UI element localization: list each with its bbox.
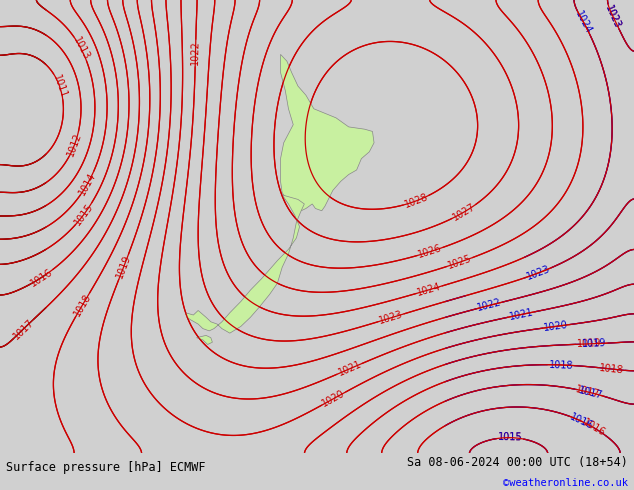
Text: 1016: 1016 bbox=[581, 417, 607, 439]
Text: 1018: 1018 bbox=[72, 292, 93, 318]
Text: 1017: 1017 bbox=[578, 385, 604, 400]
Text: 1021: 1021 bbox=[336, 359, 363, 378]
Text: 1023: 1023 bbox=[604, 3, 623, 30]
Text: 1017: 1017 bbox=[575, 384, 601, 400]
Text: 1015: 1015 bbox=[498, 433, 522, 443]
Text: 1022: 1022 bbox=[190, 41, 201, 66]
Text: 1023: 1023 bbox=[378, 310, 404, 326]
Text: 1027: 1027 bbox=[451, 201, 477, 222]
Text: 1014: 1014 bbox=[77, 171, 98, 196]
Text: 1023: 1023 bbox=[525, 264, 552, 282]
Text: 1018: 1018 bbox=[599, 363, 624, 375]
Text: 1021: 1021 bbox=[508, 307, 534, 322]
Polygon shape bbox=[281, 54, 374, 211]
Text: 1022: 1022 bbox=[476, 297, 503, 313]
Text: 1015: 1015 bbox=[73, 201, 96, 227]
Text: Sa 08-06-2024 00:00 UTC (18+54): Sa 08-06-2024 00:00 UTC (18+54) bbox=[407, 456, 628, 469]
Text: 1024: 1024 bbox=[416, 282, 443, 298]
Text: 1018: 1018 bbox=[548, 360, 573, 370]
Text: 1011: 1011 bbox=[51, 73, 68, 99]
Text: 1016: 1016 bbox=[569, 412, 595, 431]
Text: 1012: 1012 bbox=[66, 131, 84, 157]
Text: 1024: 1024 bbox=[574, 9, 594, 36]
Text: ©weatheronline.co.uk: ©weatheronline.co.uk bbox=[503, 478, 628, 488]
Text: 1015: 1015 bbox=[498, 433, 522, 443]
Polygon shape bbox=[186, 195, 304, 333]
Text: 1020: 1020 bbox=[543, 320, 569, 333]
Text: 1013: 1013 bbox=[71, 35, 91, 62]
Text: Surface pressure [hPa] ECMWF: Surface pressure [hPa] ECMWF bbox=[6, 461, 206, 474]
Text: 1026: 1026 bbox=[417, 243, 443, 260]
Polygon shape bbox=[197, 335, 212, 344]
Text: 1019: 1019 bbox=[582, 338, 607, 349]
Text: 1019: 1019 bbox=[577, 339, 602, 349]
Text: 1020: 1020 bbox=[321, 388, 347, 409]
Text: 1019: 1019 bbox=[115, 253, 133, 280]
Text: 1017: 1017 bbox=[11, 317, 36, 341]
Text: 1023: 1023 bbox=[604, 3, 623, 30]
Text: 1025: 1025 bbox=[446, 253, 473, 271]
Text: 1028: 1028 bbox=[403, 192, 430, 210]
Text: 1016: 1016 bbox=[29, 267, 55, 288]
